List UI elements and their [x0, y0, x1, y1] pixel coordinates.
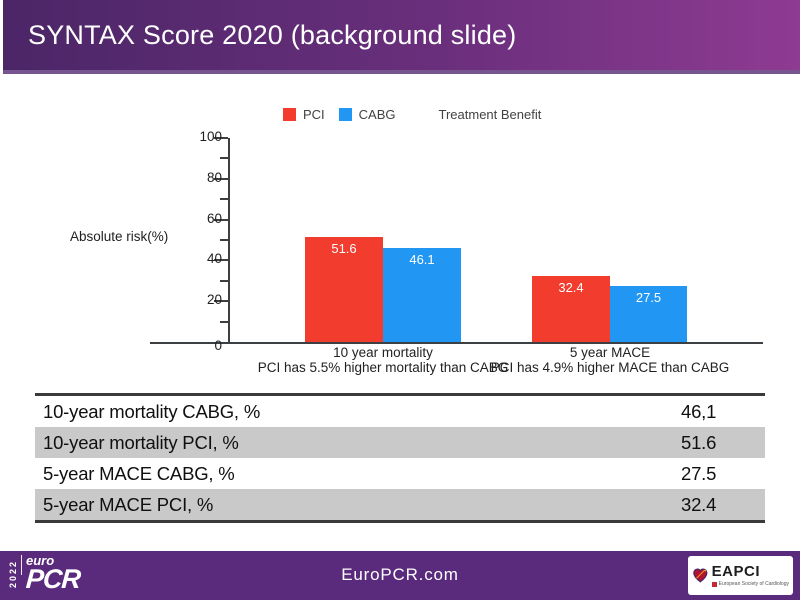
- y-major-tick: [214, 137, 228, 139]
- y-major-tick: [214, 177, 228, 180]
- y-tick-label: 20: [206, 292, 222, 308]
- eapci-heart-icon: [693, 568, 708, 583]
- table-row: 5-year MACE PCI, % 32.4: [35, 489, 765, 520]
- y-tick-label: 80: [206, 169, 222, 185]
- bar-pci-10yr: 51.6: [305, 237, 383, 342]
- table-row-value: 46,1: [681, 400, 717, 422]
- legend-swatch-pci: [283, 108, 296, 121]
- x-axis-category: 5 year MACE: [569, 345, 651, 360]
- y-tick-label: 0: [214, 338, 222, 353]
- bar-value-label: 51.6: [331, 241, 357, 256]
- data-table: 10-year mortality CABG, % 46,1 10-year mor…: [35, 393, 765, 523]
- bar-pci-5yr: 32.4: [532, 276, 610, 342]
- bar-cabg-10yr: 46.1: [383, 248, 461, 342]
- y-tick-label: 60: [206, 210, 222, 226]
- footer-url: EuroPCR.com: [341, 565, 459, 584]
- y-tick-label: 40: [206, 251, 222, 267]
- eapci-name: EAPCI: [711, 563, 761, 580]
- x-axis-note: PCI has 4.9% higher MACE than CABG: [490, 360, 730, 375]
- table-row-value: 51.6: [681, 431, 717, 453]
- bar-value-label: 32.4: [558, 280, 584, 295]
- y-minor-tick: [220, 279, 228, 282]
- y-major-tick: [214, 259, 228, 262]
- x-axis-group-2: 5 year MACE PCI has 4.9% higher MACE tha…: [460, 345, 760, 375]
- table-row: 10-year mortality PCI, % 51.6: [35, 427, 765, 458]
- legend-swatch-cabg: [338, 108, 352, 121]
- x-axis-note: PCI has 5.5% higher mortality than CABG: [257, 360, 509, 375]
- plot-area: 0 20 40 60 80 100 51.6 46.1 32.4 27.5: [150, 129, 763, 353]
- y-major-tick: [214, 300, 228, 303]
- slide-footer: 2022 euro PCR EuroPCR.com EAPCI European…: [0, 551, 800, 600]
- table-row-value: 27.5: [681, 462, 717, 484]
- y-minor-tick: [220, 239, 228, 241]
- europcr-logo: 2022 euro PCR: [8, 553, 81, 594]
- table-row-label: 10-year mortality CABG, %: [43, 400, 261, 422]
- x-axis-category: 10 year mortality: [333, 345, 433, 360]
- legend-label-cabg: CABG: [358, 107, 396, 122]
- y-axis-line: [228, 138, 230, 342]
- logo-euro-text: euro: [26, 553, 55, 568]
- table-row-label: 5-year MACE CABG, %: [43, 462, 235, 484]
- y-axis-title: Absolute risk(%): [70, 229, 169, 244]
- y-tick-label: 100: [199, 129, 222, 144]
- slide-header: SYNTAX Score 2020 (background slide): [3, 0, 800, 74]
- legend-label-pci: PCI: [303, 107, 325, 122]
- y-minor-tick: [220, 198, 228, 201]
- legend-treatment-benefit: Treatment Benefit: [438, 107, 542, 122]
- x-axis-line: [150, 342, 763, 344]
- logo-separator: [21, 555, 22, 575]
- bar-cabg-5yr: 27.5: [610, 286, 687, 342]
- table-row-label: 10-year mortality PCI, %: [43, 431, 239, 453]
- bar-value-label: 46.1: [409, 252, 435, 267]
- table-row-value: 32.4: [681, 493, 717, 515]
- esc-square-icon: [711, 581, 717, 587]
- bar-value-label: 27.5: [635, 290, 662, 305]
- chart-legend: PCI CABG Treatment Benefit: [283, 107, 541, 122]
- slide-title: SYNTAX Score 2020 (background slide): [28, 19, 517, 50]
- eapci-subtitle: European Society of Cardiology: [718, 581, 789, 587]
- y-minor-tick: [220, 157, 228, 160]
- table-row-label: 5-year MACE PCI, %: [43, 493, 214, 515]
- y-minor-tick: [220, 320, 228, 323]
- table-row: 5-year MACE CABG, % 27.5: [35, 458, 765, 489]
- x-axis-group-1: 10 year mortality PCI has 5.5% higher mo…: [233, 345, 533, 375]
- eapci-logo: EAPCI European Society of Cardiology: [688, 556, 793, 595]
- table-row: 10-year mortality CABG, % 46,1: [35, 396, 765, 427]
- y-major-tick: [214, 218, 228, 221]
